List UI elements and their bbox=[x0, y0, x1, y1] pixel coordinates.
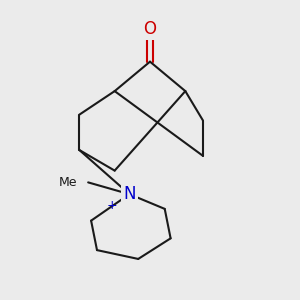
Text: N: N bbox=[123, 185, 136, 203]
Text: O: O bbox=[143, 20, 157, 38]
Text: +: + bbox=[106, 200, 117, 212]
Text: Me: Me bbox=[58, 176, 77, 189]
